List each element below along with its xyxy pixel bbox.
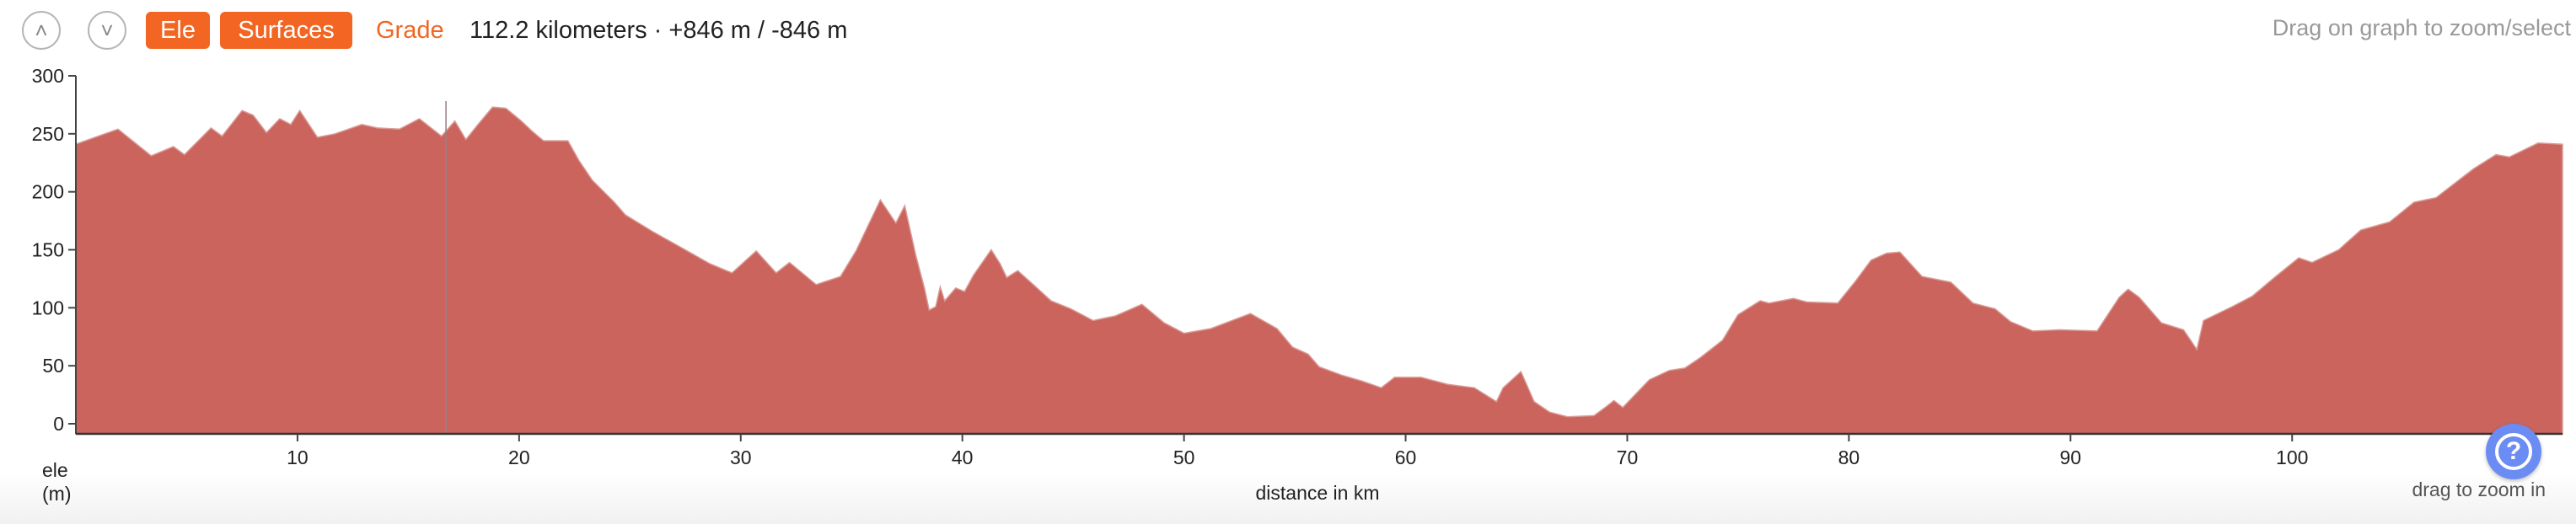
chevron-down-icon: ˅	[100, 17, 114, 43]
surfaces-button[interactable]: Surfaces	[220, 12, 352, 49]
y-tick-label: 150	[32, 239, 64, 261]
x-tick-label: 10	[287, 446, 309, 468]
drag-to-zoom-caption: drag to zoom in	[2412, 479, 2546, 500]
y-tick-label: 50	[42, 355, 64, 377]
y-axis-label-line2: (m)	[42, 483, 71, 505]
zoom-hint: Drag on graph to zoom/select	[2272, 15, 2571, 40]
x-tick-label: 80	[1838, 446, 1860, 468]
x-axis: 10 20 30 40 50 60 70 80 90 100	[76, 432, 2563, 468]
question-circle-icon: ?	[2495, 433, 2532, 470]
y-axis: 0 50 100 150 200 250 300	[32, 65, 77, 435]
scroll-down-button[interactable]: ˅	[88, 11, 126, 50]
chevron-up-icon: ˄	[35, 17, 48, 43]
y-tick-label: 0	[53, 413, 64, 435]
x-tick-label: 100	[2276, 446, 2308, 468]
x-tick-label: 90	[2060, 446, 2082, 468]
x-tick-label: 30	[730, 446, 752, 468]
y-axis-label-line1: ele	[42, 459, 68, 481]
help-button[interactable]: ?	[2486, 424, 2541, 479]
x-tick-label: 60	[1395, 446, 1417, 468]
x-tick-label: 20	[508, 446, 530, 468]
y-tick-label: 250	[32, 123, 64, 145]
x-tick-label: 70	[1617, 446, 1639, 468]
x-tick-label: 40	[952, 446, 974, 468]
x-tick-label: 50	[1173, 446, 1195, 468]
scroll-up-button[interactable]: ˄	[22, 11, 61, 50]
elevation-area	[75, 106, 2563, 435]
x-axis-label: distance in km	[1255, 482, 1379, 504]
toolbar: ˄ ˅ Ele Surfaces Grade 112.2 kilometers …	[0, 0, 2576, 61]
y-tick-label: 100	[32, 297, 64, 318]
route-stats: 112.2 kilometers · +846 m / -846 m	[470, 17, 848, 44]
ele-button[interactable]: Ele	[146, 12, 210, 49]
y-tick-label: 200	[32, 181, 64, 203]
grade-button[interactable]: Grade	[376, 17, 444, 44]
y-tick-label: 300	[32, 65, 64, 87]
